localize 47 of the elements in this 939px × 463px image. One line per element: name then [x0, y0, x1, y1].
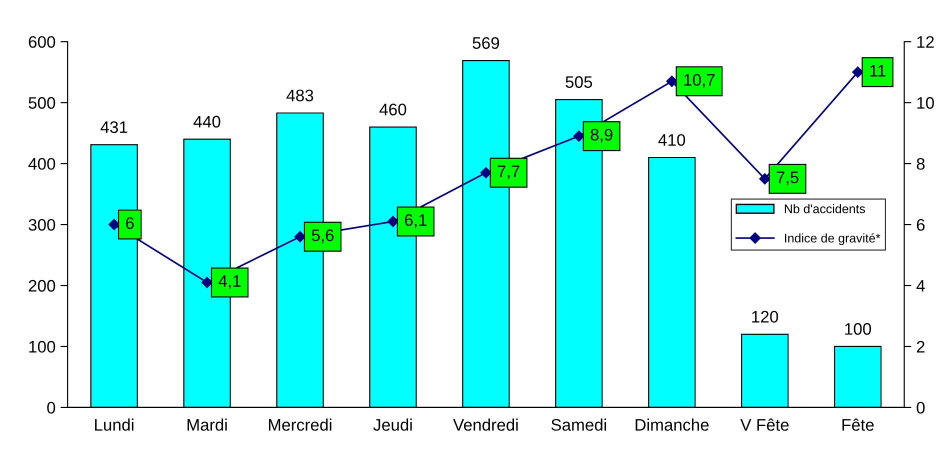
x-tick-label: V Fête [740, 418, 789, 431]
y-tick-label: 500 [28, 97, 56, 109]
y2-tick-label: 10 [917, 97, 934, 109]
y-tick-label: 600 [28, 36, 56, 48]
data-label: 6,1 [404, 214, 426, 228]
x-tick-label: Jeudi [373, 418, 412, 431]
x-tick-label: Samedi [551, 418, 606, 431]
data-label: 8,9 [590, 128, 612, 143]
y2-tick-label: 8 [916, 158, 925, 170]
data-label: 440 [194, 116, 220, 128]
data-label: 100 [845, 323, 872, 335]
data-label: 7,5 [776, 172, 798, 186]
data-label: 11 [870, 64, 886, 76]
point [573, 130, 584, 142]
legend-label: Indice de gravité* [785, 233, 880, 246]
data-label: 6 [126, 217, 134, 230]
legend-label: Nb d'accidents [784, 204, 866, 214]
y-tick-label: 100 [29, 340, 56, 353]
data-label: 5,6 [312, 229, 334, 244]
y-tick-label: 0 [47, 402, 56, 414]
y2-tick-label: 6 [916, 218, 925, 231]
data-label: 569 [472, 37, 500, 49]
data-label: 7,7 [498, 166, 520, 180]
x-tick-label: Vendredi [453, 418, 518, 431]
data-label: 10,7 [684, 74, 715, 88]
y2-tick-label: 0 [916, 402, 925, 414]
data-label: 410 [658, 134, 686, 146]
y-tick-label: 400 [28, 158, 56, 170]
x-tick-label: Mercredi [268, 418, 332, 431]
x-tick-label: Lundi [95, 418, 134, 431]
point [759, 173, 770, 184]
point [666, 76, 678, 87]
y2-tick-label: 2 [916, 340, 924, 353]
x-tick-label: Mardi [188, 418, 227, 431]
y-tick-label: 200 [28, 280, 56, 292]
x-tick-label: Dimanche [636, 418, 709, 431]
x-tick-label: Fête [842, 418, 874, 431]
data-label: 460 [379, 104, 406, 116]
y-tick-label: 300 [28, 218, 56, 231]
data-label: 4,1 [218, 275, 241, 289]
point [852, 66, 864, 78]
data-label: 505 [566, 76, 592, 88]
y2-tick-label: 12 [917, 36, 934, 48]
y2-tick-label: 4 [916, 280, 925, 292]
data-label: 120 [752, 310, 778, 323]
data-label: 431 [100, 121, 128, 134]
data-label: 483 [286, 90, 314, 102]
